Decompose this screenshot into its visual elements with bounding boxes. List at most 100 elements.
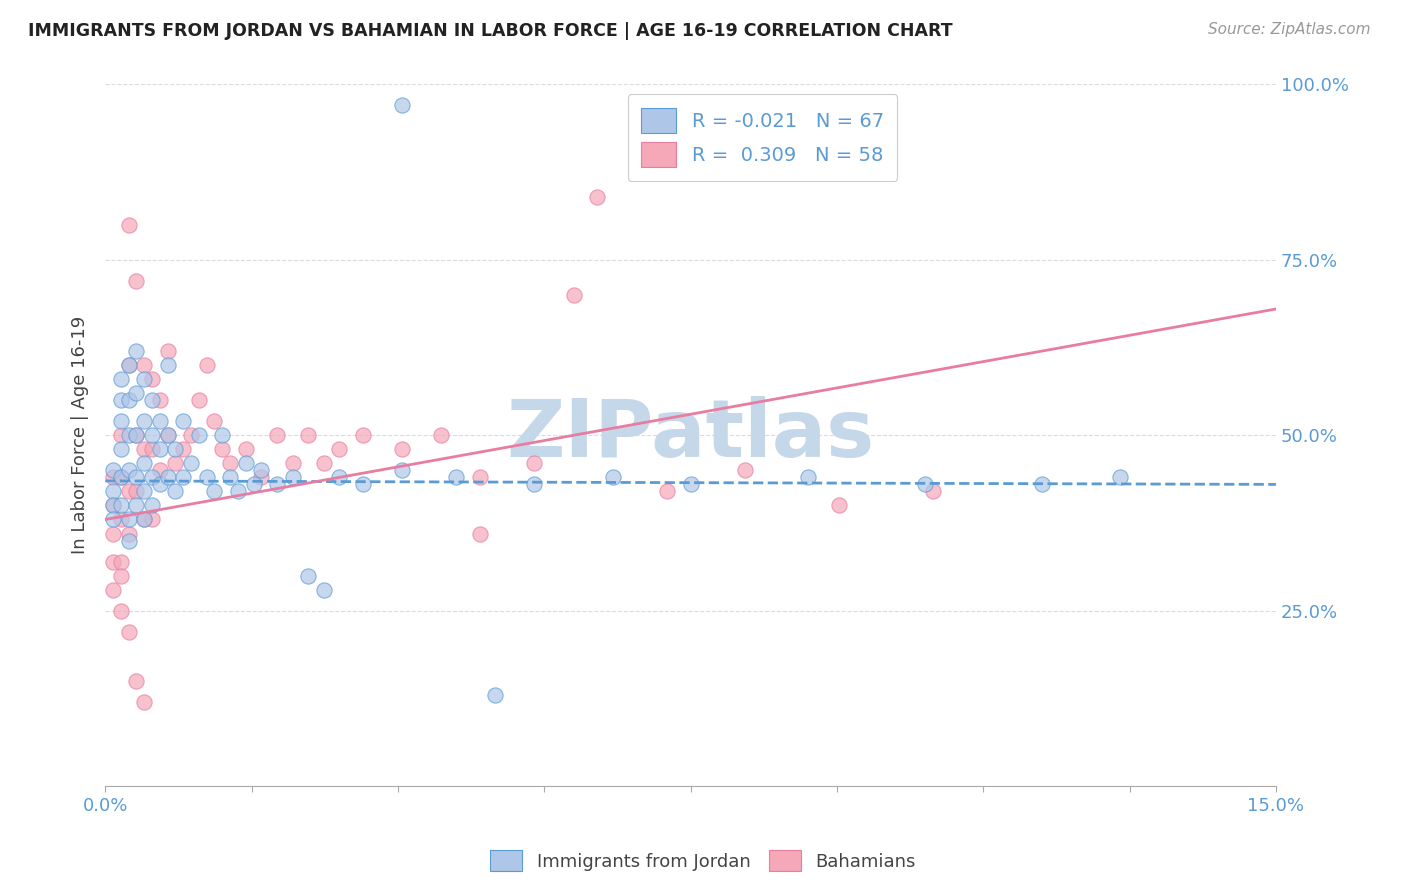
- Point: [1108, 470, 1130, 484]
- Point: [141, 470, 163, 484]
- Point: [172, 442, 194, 457]
- Point: [468, 470, 491, 484]
- Point: [125, 673, 148, 688]
- Point: [679, 477, 702, 491]
- Point: [149, 463, 172, 477]
- Point: [101, 499, 124, 513]
- Text: IMMIGRANTS FROM JORDAN VS BAHAMIAN IN LABOR FORCE | AGE 16-19 CORRELATION CHART: IMMIGRANTS FROM JORDAN VS BAHAMIAN IN LA…: [28, 22, 953, 40]
- Point: [125, 274, 148, 288]
- Point: [921, 484, 943, 499]
- Point: [117, 533, 139, 548]
- Point: [204, 484, 226, 499]
- Point: [523, 456, 546, 470]
- Point: [211, 428, 233, 442]
- Point: [110, 604, 132, 618]
- Point: [602, 470, 624, 484]
- Point: [523, 477, 546, 491]
- Point: [235, 442, 257, 457]
- Point: [586, 190, 609, 204]
- Point: [180, 456, 202, 470]
- Point: [141, 442, 163, 457]
- Point: [165, 456, 187, 470]
- Point: [562, 288, 585, 302]
- Point: [101, 470, 124, 484]
- Point: [165, 442, 187, 457]
- Point: [149, 477, 172, 491]
- Point: [141, 499, 163, 513]
- Point: [134, 484, 156, 499]
- Text: ZIPatlas: ZIPatlas: [506, 396, 875, 475]
- Point: [828, 499, 851, 513]
- Point: [125, 428, 148, 442]
- Point: [117, 358, 139, 372]
- Point: [187, 428, 209, 442]
- Point: [110, 555, 132, 569]
- Point: [110, 568, 132, 582]
- Point: [110, 499, 132, 513]
- Point: [117, 393, 139, 408]
- Point: [172, 470, 194, 484]
- Y-axis label: In Labor Force | Age 16-19: In Labor Force | Age 16-19: [72, 316, 89, 555]
- Point: [165, 484, 187, 499]
- Point: [110, 470, 132, 484]
- Point: [149, 442, 172, 457]
- Text: Source: ZipAtlas.com: Source: ZipAtlas.com: [1208, 22, 1371, 37]
- Point: [110, 470, 132, 484]
- Point: [117, 484, 139, 499]
- Point: [211, 442, 233, 457]
- Point: [391, 98, 413, 112]
- Point: [156, 344, 179, 359]
- Point: [117, 526, 139, 541]
- Point: [125, 470, 148, 484]
- Point: [101, 499, 124, 513]
- Point: [101, 555, 124, 569]
- Point: [156, 470, 179, 484]
- Point: [141, 428, 163, 442]
- Point: [328, 470, 350, 484]
- Point: [352, 428, 374, 442]
- Point: [172, 414, 194, 428]
- Point: [117, 463, 139, 477]
- Point: [657, 484, 679, 499]
- Point: [134, 512, 156, 526]
- Point: [219, 456, 242, 470]
- Point: [125, 386, 148, 401]
- Point: [180, 428, 202, 442]
- Point: [117, 358, 139, 372]
- Point: [110, 512, 132, 526]
- Point: [134, 358, 156, 372]
- Point: [117, 428, 139, 442]
- Point: [297, 428, 319, 442]
- Point: [110, 372, 132, 386]
- Point: [391, 463, 413, 477]
- Point: [297, 568, 319, 582]
- Point: [281, 456, 304, 470]
- Point: [125, 484, 148, 499]
- Point: [110, 414, 132, 428]
- Point: [125, 428, 148, 442]
- Point: [266, 477, 288, 491]
- Point: [195, 358, 218, 372]
- Point: [125, 499, 148, 513]
- Point: [226, 484, 249, 499]
- Point: [156, 358, 179, 372]
- Point: [134, 442, 156, 457]
- Point: [430, 428, 453, 442]
- Legend: Immigrants from Jordan, Bahamians: Immigrants from Jordan, Bahamians: [482, 843, 924, 879]
- Point: [187, 393, 209, 408]
- Point: [101, 463, 124, 477]
- Point: [484, 688, 506, 702]
- Point: [156, 428, 179, 442]
- Point: [101, 582, 124, 597]
- Point: [250, 470, 273, 484]
- Point: [134, 414, 156, 428]
- Point: [391, 442, 413, 457]
- Point: [328, 442, 350, 457]
- Point: [312, 582, 335, 597]
- Point: [734, 463, 756, 477]
- Point: [110, 442, 132, 457]
- Point: [312, 456, 335, 470]
- Point: [266, 428, 288, 442]
- Point: [117, 218, 139, 232]
- Point: [195, 470, 218, 484]
